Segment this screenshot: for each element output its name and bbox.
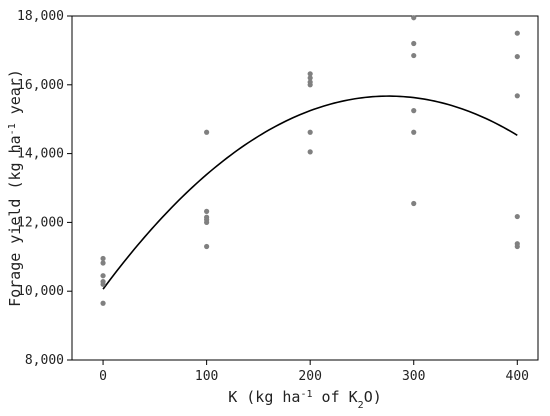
y-tick-label: 8,000: [25, 353, 64, 368]
data-point: [307, 149, 313, 155]
x-tick-label: 0: [99, 369, 107, 384]
x-tick-label: 300: [402, 369, 425, 384]
data-point: [100, 281, 106, 287]
data-point: [411, 15, 417, 21]
x-axis-title: K (kg ha-1 of K2O): [228, 388, 382, 411]
axis-title-part: Forage yield (kg ha: [6, 135, 24, 307]
y-tick-label: 18,000: [17, 9, 64, 24]
data-point: [100, 255, 106, 262]
data-point: [307, 129, 313, 135]
data-point: [514, 243, 520, 250]
data-point: [411, 129, 417, 135]
axis-title-part: 2: [358, 400, 364, 411]
data-point: [204, 208, 210, 214]
y-axis-title: Forage yield (kg ha-1 year): [6, 69, 24, 307]
data-point: [204, 219, 210, 225]
x-tick-label: 200: [298, 369, 321, 384]
y-tick-label: 12,000: [17, 215, 64, 230]
data-point: [411, 40, 417, 47]
y-tick-label: 10,000: [17, 284, 64, 299]
y-tick-label: 14,000: [17, 147, 64, 162]
fit-curve-line: [102, 95, 518, 290]
plot-frame: [71, 15, 539, 361]
x-tick-label: 100: [195, 369, 218, 384]
x-tick-label: 400: [506, 369, 529, 384]
axis-title-part: K (kg ha: [228, 388, 300, 406]
data-point: [514, 213, 520, 220]
data-point: [514, 30, 520, 36]
data-point: [411, 52, 417, 59]
axis-title-part: of K: [313, 388, 358, 406]
data-point: [100, 260, 106, 266]
data-point: [204, 129, 210, 135]
data-point: [100, 273, 106, 279]
axis-title-part: O): [364, 388, 382, 406]
data-point: [411, 108, 417, 114]
axis-title-part: -1: [7, 123, 18, 135]
data-point: [307, 75, 313, 81]
y-tick-label: 16,000: [17, 78, 64, 93]
data-points: [100, 15, 520, 306]
data-point: [411, 200, 417, 207]
axis-title-part: -1: [300, 389, 312, 400]
data-point: [514, 93, 520, 99]
y-axis-ticks: 8,000 10,000 12,000 14,000 16,000 18,000: [17, 9, 72, 368]
data-point: [307, 82, 313, 88]
data-point: [204, 243, 210, 250]
x-axis-ticks: 0 100 200 300 400: [99, 360, 529, 384]
data-point: [307, 71, 313, 77]
axis-title-part: year): [6, 69, 24, 123]
data-point: [514, 53, 520, 60]
data-point: [100, 300, 106, 306]
